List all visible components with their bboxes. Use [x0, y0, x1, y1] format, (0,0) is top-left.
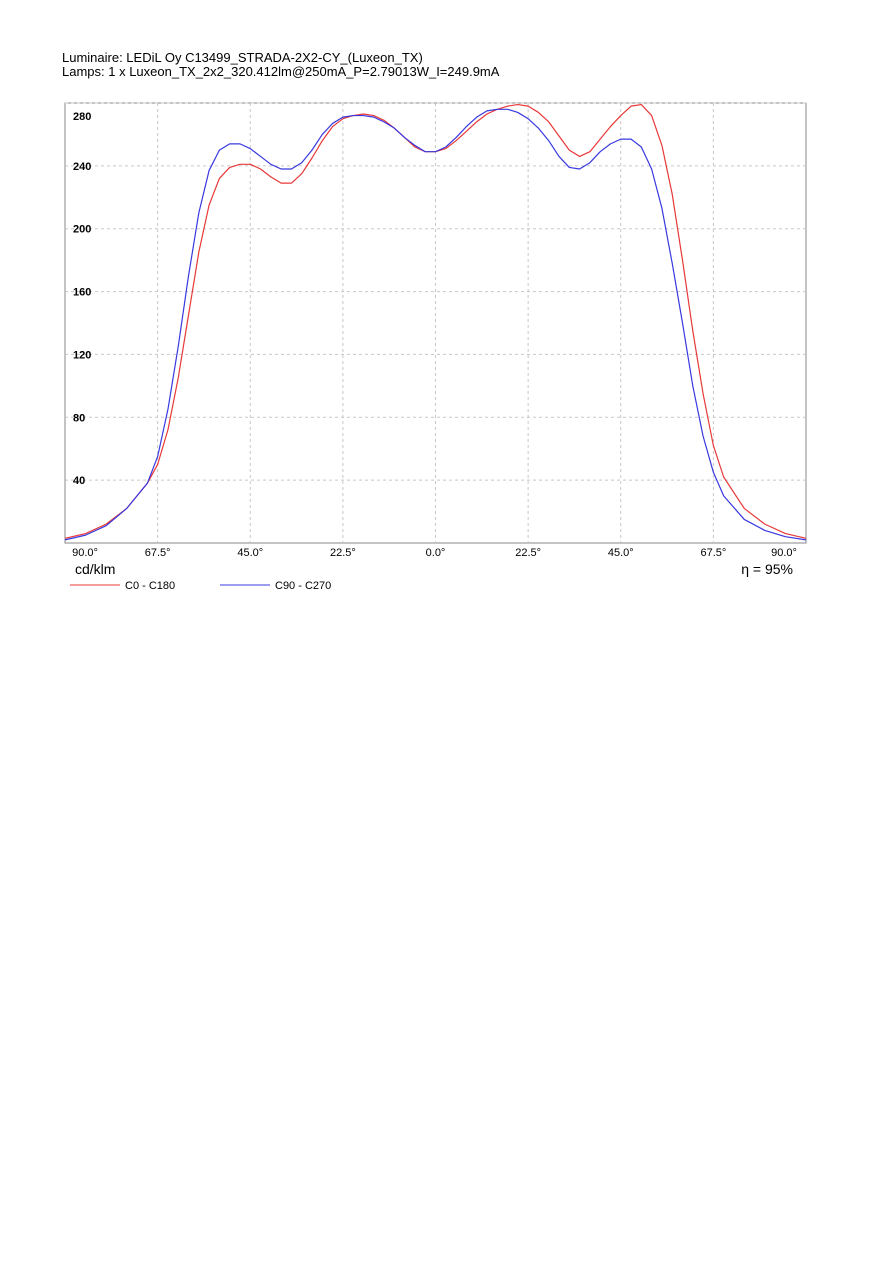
y-tick-label: 120: [73, 349, 91, 361]
y-tick-label: 160: [73, 287, 91, 299]
x-tick-label: 45.0°: [608, 547, 634, 559]
y-tick-label: 40: [73, 475, 85, 487]
chart-title: Luminaire: LEDiL Oy C13499_STRADA-2X2-CY…: [62, 50, 423, 65]
x-tick-label: 22.5°: [515, 547, 541, 559]
x-tick-label: 45.0°: [237, 547, 263, 559]
x-tick-label: 0.0°: [426, 547, 446, 559]
y-tick-label: 240: [73, 161, 91, 173]
y-tick-label: 80: [73, 412, 85, 424]
x-tick-label: 67.5°: [700, 547, 726, 559]
x-tick-label: 90.0°: [771, 547, 797, 559]
legend-label: C90 - C270: [275, 580, 331, 592]
x-tick-label: 90.0°: [72, 547, 98, 559]
legend-label: C0 - C180: [125, 580, 175, 592]
y-tick-label: 200: [73, 224, 91, 236]
series-line: [64, 108, 807, 541]
x-tick-label: 67.5°: [145, 547, 171, 559]
annotation: η = 95%: [741, 561, 793, 577]
y-axis-label: cd/klm: [75, 561, 115, 577]
x-tick-label: 22.5°: [330, 547, 356, 559]
y-tick-label: 280: [73, 111, 91, 123]
chart-subtitle: Lamps: 1 x Luxeon_TX_2x2_320.412lm@250mA…: [62, 64, 500, 79]
